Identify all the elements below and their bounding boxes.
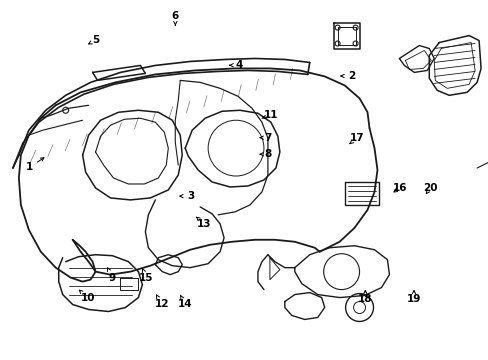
Text: 18: 18 bbox=[357, 294, 372, 304]
Text: 15: 15 bbox=[139, 273, 153, 283]
Text: 4: 4 bbox=[235, 60, 243, 70]
Text: 10: 10 bbox=[80, 293, 95, 303]
Text: 11: 11 bbox=[264, 111, 278, 121]
Text: 16: 16 bbox=[392, 183, 407, 193]
Text: 14: 14 bbox=[178, 299, 192, 309]
Text: 19: 19 bbox=[406, 294, 420, 304]
Text: 9: 9 bbox=[108, 273, 115, 283]
Text: 20: 20 bbox=[423, 183, 437, 193]
Text: 2: 2 bbox=[347, 71, 355, 81]
Text: 7: 7 bbox=[264, 133, 271, 143]
Text: 12: 12 bbox=[154, 299, 168, 309]
Text: 8: 8 bbox=[264, 149, 271, 159]
Text: 13: 13 bbox=[197, 219, 211, 229]
Text: 17: 17 bbox=[349, 133, 364, 143]
Text: 1: 1 bbox=[25, 162, 33, 172]
Text: 5: 5 bbox=[92, 35, 100, 45]
Text: 6: 6 bbox=[171, 11, 179, 21]
Text: 3: 3 bbox=[187, 191, 194, 201]
